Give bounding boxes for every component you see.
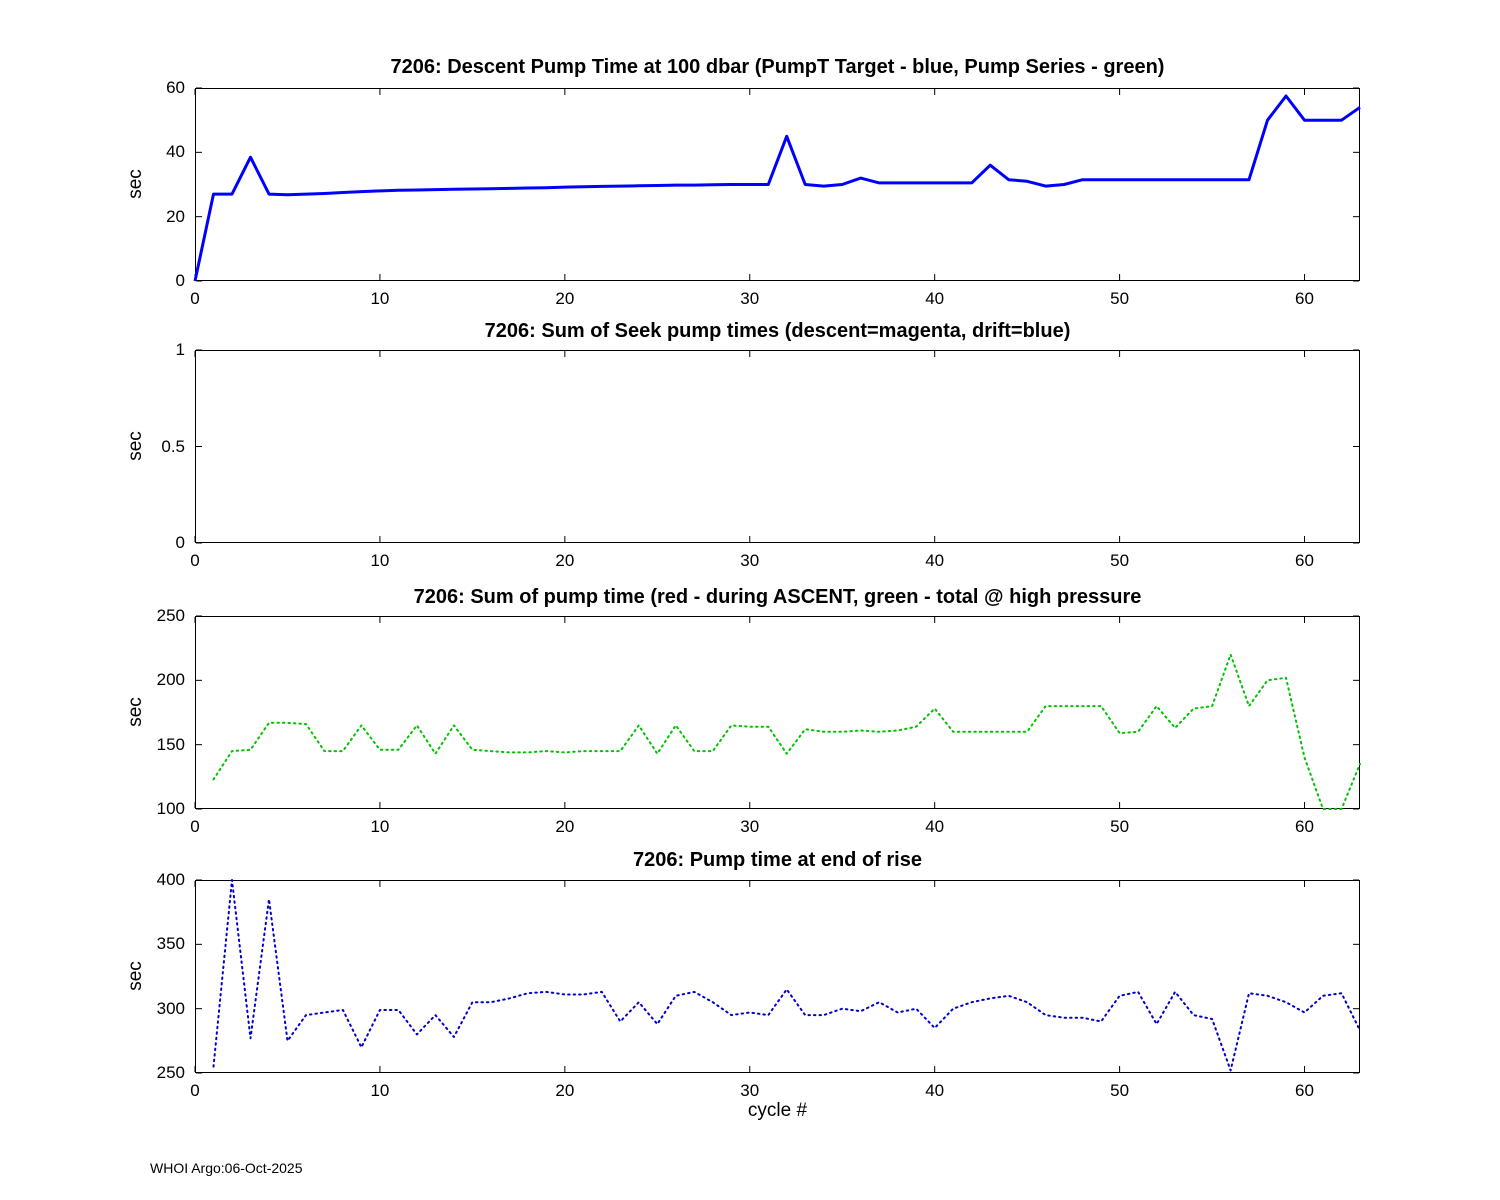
axes-box: [195, 350, 1360, 543]
y-tick-label: 40: [166, 142, 185, 162]
x-tick-label: 20: [555, 289, 575, 308]
plot-area-descent-pump-time: [193, 87, 1361, 282]
x-tick-label: 0: [190, 289, 200, 308]
x-tick-label: 30: [740, 1081, 760, 1100]
x-tick-label: 10: [370, 817, 390, 836]
y-axis-label-sec-3: sec: [125, 697, 146, 727]
plot-area-pump-time-end-of-rise: [194, 879, 1361, 1074]
x-tick-label: 30: [740, 289, 760, 308]
x-tick-label: 50: [1110, 1081, 1130, 1100]
y-axis-label-sec-1: sec: [125, 169, 146, 199]
axes-box: [195, 88, 1360, 281]
series-total-at-high-pressure: [212, 653, 1361, 810]
y-tick-label: 0.5: [161, 436, 185, 456]
x-tick-label: 40: [925, 1081, 945, 1100]
x-tick-label: 50: [1110, 551, 1130, 570]
axes-box: [195, 880, 1360, 1073]
series-pump-time-at-end-of-rise: [212, 879, 1361, 1072]
x-tick-label: 60: [1295, 1081, 1314, 1100]
y-tick-label: 250: [156, 606, 185, 625]
y-tick-label: 0: [175, 533, 185, 552]
x-tick-label: 0: [190, 1081, 200, 1100]
y-tick-label: 20: [166, 206, 185, 226]
y-tick-label: 300: [156, 998, 185, 1018]
x-tick-label: 30: [740, 817, 760, 836]
y-tick-label: 350: [156, 934, 185, 954]
x-tick-label: 60: [1295, 289, 1314, 308]
x-tick-label: 60: [1295, 551, 1314, 570]
x-tick-label: 0: [190, 817, 200, 836]
y-tick-label: 150: [156, 734, 185, 754]
x-tick-label: 20: [555, 551, 575, 570]
x-tick-label: 10: [370, 289, 390, 308]
axes-box: [195, 616, 1360, 809]
x-tick-label: 0: [190, 551, 200, 570]
y-tick-label: 60: [166, 78, 185, 97]
plot-area-sum-pump-time: [194, 615, 1361, 810]
x-tick-label: 30: [740, 551, 760, 570]
x-tick-label: 50: [1110, 289, 1130, 308]
x-tick-label: 20: [555, 817, 575, 836]
y-tick-label: 200: [156, 670, 185, 690]
footer-text: WHOI Argo:06-Oct-2025: [150, 1160, 303, 1176]
x-tick-label: 50: [1110, 817, 1130, 836]
y-tick-label: 1: [175, 340, 185, 359]
x-tick-label: 40: [925, 551, 945, 570]
x-axis-label: cycle #: [747, 1100, 808, 1121]
chart-title-descent-pump-time: 7206: Descent Pump Time at 100 dbar (Pum…: [390, 56, 1165, 78]
y-tick-label: 100: [156, 799, 185, 818]
x-tick-label: 40: [925, 817, 945, 836]
x-tick-label: 10: [370, 1081, 390, 1100]
y-tick-label: 250: [156, 1063, 185, 1082]
x-tick-label: 20: [555, 1081, 575, 1100]
x-tick-label: 10: [370, 551, 390, 570]
x-tick-label: 40: [925, 289, 945, 308]
y-tick-label: 400: [156, 870, 185, 889]
chart-title-pump-time-end-of-rise: 7206: Pump time at end of rise: [633, 849, 922, 871]
chart-title-sum-pump-time: 7206: Sum of pump time (red - during ASC…: [413, 586, 1142, 608]
x-tick-label: 60: [1295, 817, 1314, 836]
y-axis-label-sec-4: sec: [125, 961, 146, 991]
plot-area-seek-pump-times: [194, 349, 1360, 544]
series-pumpt-target: [193, 94, 1361, 282]
y-tick-label: 0: [175, 271, 185, 290]
chart-title-seek-pump-times: 7206: Sum of Seek pump times (descent=ma…: [484, 320, 1071, 342]
